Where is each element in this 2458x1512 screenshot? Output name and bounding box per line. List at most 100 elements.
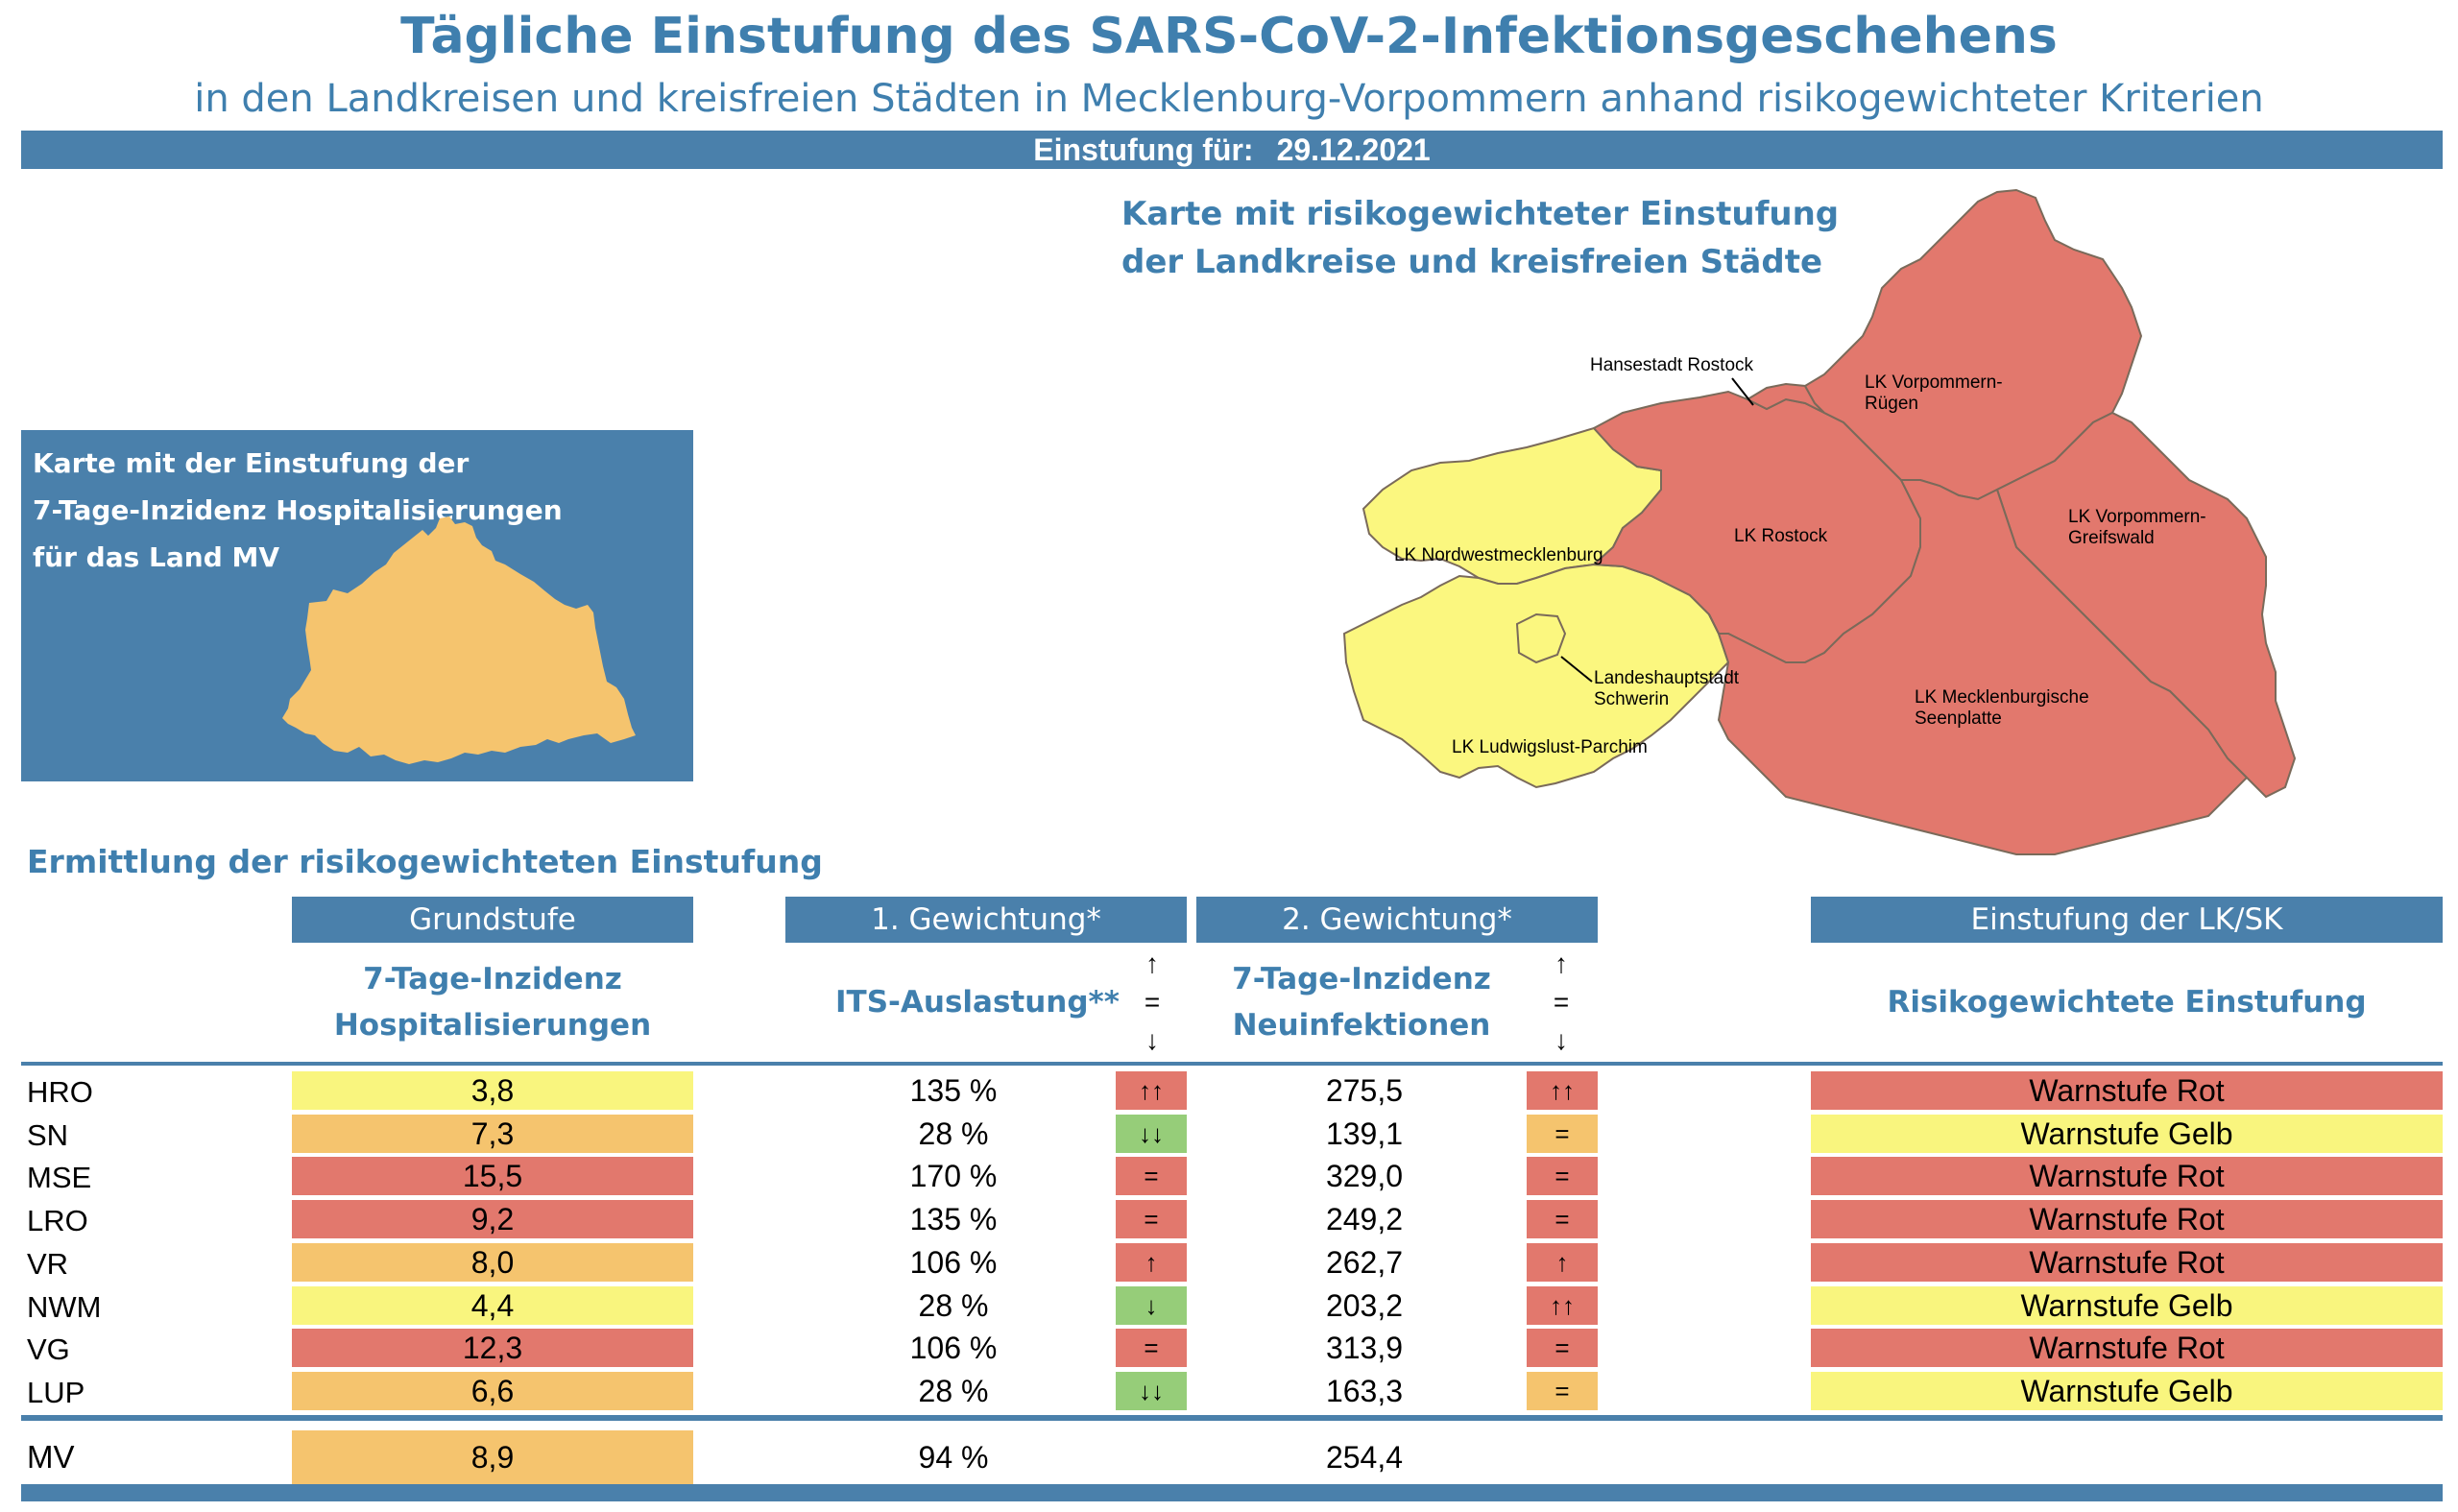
row-code: SN	[27, 1118, 69, 1152]
neu-value: 275,5	[1325, 1073, 1404, 1108]
its-value: 135 %	[909, 1073, 998, 1108]
subheader-hosp: 7-Tage-Inzidenz Hospitalisierungen	[292, 956, 693, 1048]
risk-cell: Warnstufe Gelb	[1811, 1115, 2443, 1153]
mv-state-map	[282, 516, 636, 764]
its-trend-badge: ↑	[1116, 1243, 1187, 1282]
legend-arrow-equal: =	[1144, 987, 1161, 1017]
its-trend-badge: ↑↑	[1116, 1071, 1187, 1110]
hosp-cell: 9,2	[292, 1200, 693, 1238]
neu-trend-badge: ↑↑	[1527, 1286, 1598, 1325]
neu-trend-badge: =	[1527, 1372, 1598, 1410]
mv-box-line2: 7-Tage-Inzidenz Hospitalisierungen	[33, 494, 563, 526]
risk-cell: Warnstufe Rot	[1811, 1200, 2443, 1238]
map-label-mse-1: LK Mecklenburgische	[1915, 687, 2089, 708]
row-code: HRO	[27, 1075, 93, 1109]
subheader-hosp-2: Hospitalisierungen	[333, 1008, 652, 1043]
map-label-lro: LK Rostock	[1734, 526, 1828, 546]
total-hosp-cell: 8,9	[292, 1430, 693, 1484]
hosp-cell: 12,3	[292, 1329, 693, 1367]
subheader-hosp-1: 7-Tage-Inzidenz	[363, 962, 622, 996]
hosp-cell: 7,3	[292, 1115, 693, 1153]
its-trend-badge: ↓↓	[1116, 1372, 1187, 1410]
header-gewichtung-1: 1. Gewichtung*	[785, 897, 1187, 943]
header-gewichtung-2: 2. Gewichtung*	[1196, 897, 1598, 943]
map-label-hro: Hansestadt Rostock	[1590, 355, 1754, 375]
risk-cell: Warnstufe Gelb	[1811, 1286, 2443, 1325]
map-region-mse	[1708, 479, 2249, 855]
legend-arrow-down: ↓	[1145, 1025, 1159, 1055]
risk-cell: Warnstufe Rot	[1811, 1071, 2443, 1110]
map-label-mse: LK Mecklenburgische Seenplatte	[1915, 687, 2089, 730]
hosp-cell: 15,5	[292, 1157, 693, 1195]
its-value: 28 %	[918, 1288, 989, 1323]
map-label-vg-2: Greifswald	[2068, 528, 2155, 548]
its-value: 106 %	[909, 1245, 998, 1280]
map-label-vr: LK Vorpommern- Rügen	[1865, 372, 2003, 415]
table-top-rule	[21, 1062, 2443, 1066]
its-trend-badge: =	[1116, 1157, 1187, 1195]
row-code: VG	[27, 1332, 70, 1366]
map-label-vg: LK Vorpommern- Greifswald	[2068, 507, 2206, 549]
map-label-lup: LK Ludwigslust-Parchim	[1452, 737, 1648, 757]
mv-box-line3: für das Land MV	[33, 541, 280, 573]
neu-trend-badge: ↑↑	[1527, 1071, 1598, 1110]
bottom-rule	[21, 1484, 2443, 1501]
row-code: LRO	[27, 1204, 88, 1237]
legend-arrow-equal: =	[1553, 987, 1570, 1017]
total-its-value: 94 %	[918, 1440, 989, 1475]
risk-cell: Warnstufe Gelb	[1811, 1372, 2443, 1410]
total-code: MV	[27, 1439, 75, 1475]
its-trend-badge: =	[1116, 1200, 1187, 1238]
row-code: LUP	[27, 1376, 85, 1409]
hosp-cell: 8,0	[292, 1243, 693, 1282]
row-code: MSE	[27, 1161, 92, 1194]
neu-value: 249,2	[1325, 1202, 1404, 1236]
header-grundstufe: Grundstufe	[292, 897, 693, 943]
neu-value: 203,2	[1325, 1288, 1404, 1323]
legend-arrow-up: ↑	[1554, 948, 1568, 978]
its-value: 170 %	[909, 1159, 998, 1193]
its-value: 106 %	[909, 1331, 998, 1365]
its-trend-badge: =	[1116, 1329, 1187, 1367]
legend-arrow-down: ↓	[1554, 1025, 1568, 1055]
map-region-lup	[1342, 563, 1730, 789]
subheader-risk: Risikogewichtete Einstufung	[1887, 985, 2367, 1020]
date-value: 29.12.2021	[1276, 132, 1431, 167]
hosp-cell: 6,6	[292, 1372, 693, 1410]
neu-value: 329,0	[1325, 1159, 1404, 1193]
legend-arrows-its: ↑ = ↓	[1114, 945, 1191, 1060]
hosp-cell: 3,8	[292, 1071, 693, 1110]
neu-value: 313,9	[1325, 1331, 1404, 1365]
map-leader-line-hro	[1731, 377, 1754, 406]
subheader-its: ITS-Auslastung**	[835, 985, 1120, 1020]
its-value: 28 %	[918, 1374, 989, 1408]
its-trend-badge: ↓↓	[1116, 1115, 1187, 1153]
map-region-sn	[1515, 612, 1567, 664]
page-subtitle: in den Landkreisen und kreisfreien Städt…	[194, 77, 2264, 121]
subheader-neu-1: 7-Tage-Inzidenz	[1232, 962, 1491, 996]
hosp-cell: 4,4	[292, 1286, 693, 1325]
neu-value: 262,7	[1325, 1245, 1404, 1280]
row-code: VR	[27, 1247, 69, 1281]
map-label-mse-2: Seenplatte	[1915, 708, 2002, 729]
subheader-neu: 7-Tage-Inzidenz Neuinfektionen	[1196, 956, 1527, 1048]
map-label-sn-2: Schwerin	[1594, 689, 1670, 709]
risk-cell: Warnstufe Rot	[1811, 1243, 2443, 1282]
neu-trend-badge: =	[1527, 1200, 1598, 1238]
neu-value: 163,3	[1325, 1374, 1404, 1408]
row-code: NWM	[27, 1290, 102, 1324]
mv-overview-box: Karte mit der Einstufung der 7-Tage-Inzi…	[21, 430, 693, 781]
map-title-line1: Karte mit risikogewichteter Einstufung	[1121, 195, 1840, 233]
subheader-neu-2: Neuinfektionen	[1232, 1008, 1491, 1043]
its-trend-badge: ↓	[1116, 1286, 1187, 1325]
risk-cell: Warnstufe Rot	[1811, 1157, 2443, 1195]
page-title: Tägliche Einstufung des SARS-CoV-2-Infek…	[400, 8, 2058, 65]
map-label-vr-1: LK Vorpommern-	[1865, 372, 2003, 393]
map-label-vg-1: LK Vorpommern-	[2068, 507, 2206, 527]
map-title-line2: der Landkreise und kreisfreien Städte	[1121, 243, 1823, 281]
map-label-sn: Landeshauptstadt Schwerin	[1594, 668, 1739, 710]
neu-trend-badge: =	[1527, 1157, 1598, 1195]
map-label-sn-1: Landeshauptstadt	[1594, 668, 1740, 688]
legend-arrow-up: ↑	[1145, 948, 1159, 978]
mv-box-line1: Karte mit der Einstufung der	[33, 447, 470, 479]
